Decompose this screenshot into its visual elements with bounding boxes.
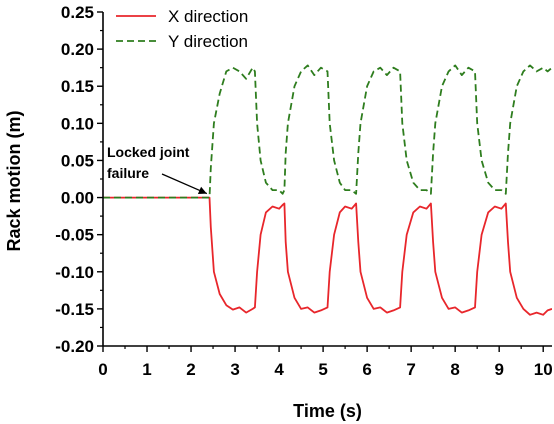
x-tick-label: 8 xyxy=(450,360,459,379)
y-axis-title: Rack motion (m) xyxy=(4,110,24,251)
annotation-arrow-head xyxy=(197,186,207,194)
x-tick-label: 0 xyxy=(98,360,107,379)
x-tick-label: 7 xyxy=(406,360,415,379)
x-tick-label: 5 xyxy=(318,360,327,379)
y-tick-label: -0.20 xyxy=(55,337,94,356)
x-axis-title: Time (s) xyxy=(293,401,362,421)
annotation: Locked joint failure xyxy=(107,144,208,195)
ticks-layer: 0 1 2 3 4 5 6 7 8 9 10 -0.20 -0.15 -0.10 -0.05 0.00 0.05… xyxy=(55,3,552,379)
x-tick-label: 2 xyxy=(186,360,195,379)
x-tick-label: 9 xyxy=(494,360,503,379)
y-tick-label: 0.05 xyxy=(61,151,94,170)
annotation-text-line-1: Locked joint xyxy=(107,144,190,160)
y-tick-label: 0.15 xyxy=(61,77,94,96)
x-tick-label: 10 xyxy=(534,360,553,379)
y-tick-label: 0.25 xyxy=(61,3,94,22)
y-tick-label: -0.10 xyxy=(55,263,94,282)
y-tick-label: 0.00 xyxy=(61,189,94,208)
x-tick-label: 3 xyxy=(230,360,239,379)
annotation-arrow-line xyxy=(161,173,208,195)
y-tick-label: -0.15 xyxy=(55,300,94,319)
series-line-y-direction xyxy=(103,64,552,199)
annotation-text-line-2: failure xyxy=(107,165,149,181)
y-tick-label: 0.20 xyxy=(61,40,94,59)
legend-label: X direction xyxy=(168,7,248,26)
series-line-x-direction xyxy=(103,196,552,316)
series-layer xyxy=(103,64,552,316)
legend-label: Y direction xyxy=(168,32,248,51)
y-tick-label: 0.10 xyxy=(61,114,94,133)
y-tick-label: -0.05 xyxy=(55,226,94,245)
x-tick-label: 6 xyxy=(362,360,371,379)
x-tick-label: 4 xyxy=(274,360,284,379)
legend: X direction Y direction xyxy=(116,7,248,51)
x-tick-label: 1 xyxy=(142,360,151,379)
